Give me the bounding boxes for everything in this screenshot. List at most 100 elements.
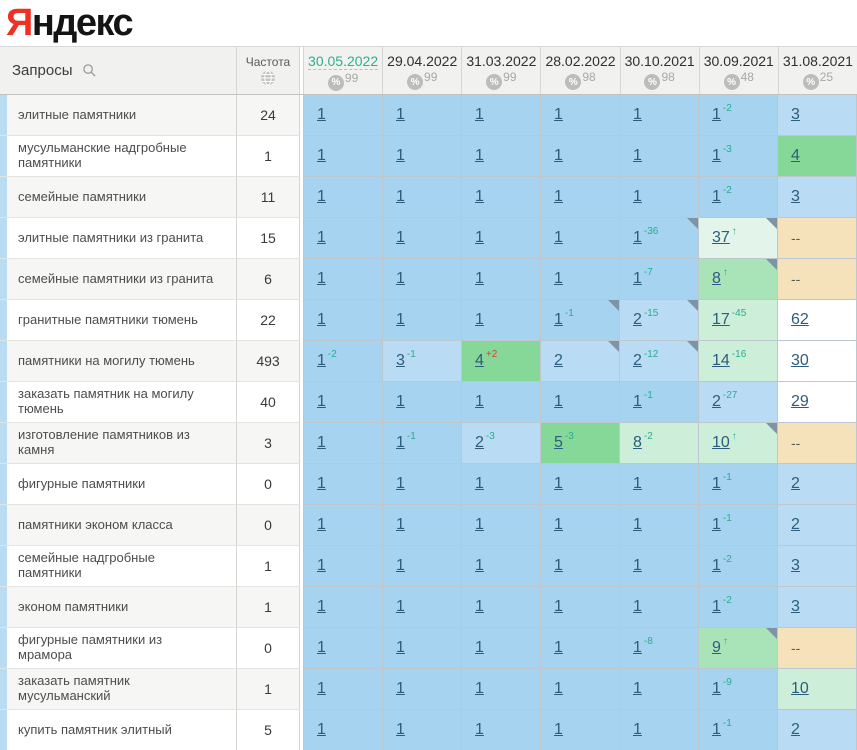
position-link[interactable]: 1 [396, 557, 405, 574]
position-link[interactable]: 8 [633, 434, 642, 451]
position-link[interactable]: 8 [712, 270, 721, 287]
position-link[interactable]: 1 [396, 188, 405, 205]
position-link[interactable]: 3 [396, 352, 405, 369]
position-link[interactable]: 1 [396, 434, 405, 451]
position-link[interactable]: 1 [633, 557, 642, 574]
position-link[interactable]: 1 [633, 106, 642, 123]
position-link[interactable]: 1 [396, 147, 405, 164]
position-link[interactable]: 1 [633, 639, 642, 656]
position-link[interactable]: 1 [317, 393, 326, 410]
position-link[interactable]: 1 [396, 229, 405, 246]
position-link[interactable]: 1 [396, 721, 405, 738]
position-link[interactable]: 1 [317, 475, 326, 492]
position-link[interactable]: 4 [475, 352, 484, 369]
position-link[interactable]: 1 [712, 516, 721, 533]
position-link[interactable]: 2 [554, 352, 563, 369]
position-link[interactable]: 1 [396, 106, 405, 123]
position-link[interactable]: 1 [633, 188, 642, 205]
position-link[interactable]: 1 [475, 188, 484, 205]
position-link[interactable]: 1 [712, 557, 721, 574]
position-link[interactable]: 1 [317, 188, 326, 205]
position-link[interactable]: 1 [712, 475, 721, 492]
position-link[interactable]: 1 [554, 188, 563, 205]
position-link[interactable]: 4 [791, 147, 800, 164]
position-link[interactable]: 1 [712, 188, 721, 205]
position-link[interactable]: 1 [475, 393, 484, 410]
position-link[interactable]: 1 [633, 721, 642, 738]
position-link[interactable]: 29 [791, 393, 809, 410]
position-link[interactable]: 1 [554, 270, 563, 287]
position-link[interactable]: 1 [633, 475, 642, 492]
position-link[interactable]: 1 [633, 680, 642, 697]
date-column-header[interactable]: 31.08.2021% 25 [777, 47, 857, 94]
position-link[interactable]: 1 [317, 311, 326, 328]
position-link[interactable]: 1 [396, 598, 405, 615]
position-link[interactable]: 14 [712, 352, 730, 369]
date-column-header[interactable]: 31.03.2022% 99 [461, 47, 540, 94]
position-link[interactable]: 1 [475, 557, 484, 574]
position-link[interactable]: 1 [475, 106, 484, 123]
position-link[interactable]: 1 [396, 475, 405, 492]
position-link[interactable]: 9 [712, 639, 721, 656]
position-link[interactable]: 1 [396, 393, 405, 410]
position-link[interactable]: 1 [712, 598, 721, 615]
position-link[interactable]: 1 [317, 680, 326, 697]
position-link[interactable]: 2 [791, 721, 800, 738]
position-link[interactable]: 3 [791, 598, 800, 615]
position-link[interactable]: 1 [396, 680, 405, 697]
position-link[interactable]: 3 [791, 106, 800, 123]
position-link[interactable]: 1 [396, 516, 405, 533]
position-link[interactable]: 3 [791, 188, 800, 205]
position-link[interactable]: 1 [554, 106, 563, 123]
position-link[interactable]: 62 [791, 311, 809, 328]
position-link[interactable]: 1 [317, 434, 326, 451]
position-link[interactable]: 1 [317, 516, 326, 533]
position-link[interactable]: 2 [475, 434, 484, 451]
position-link[interactable]: 1 [633, 229, 642, 246]
position-link[interactable]: 2 [633, 352, 642, 369]
position-link[interactable]: 30 [791, 352, 809, 369]
position-link[interactable]: 1 [475, 516, 484, 533]
position-link[interactable]: 1 [396, 270, 405, 287]
date-column-header[interactable]: 28.02.2022% 98 [540, 47, 619, 94]
position-link[interactable]: 2 [633, 311, 642, 328]
position-link[interactable]: 1 [633, 516, 642, 533]
position-link[interactable]: 1 [554, 516, 563, 533]
position-link[interactable]: 1 [554, 147, 563, 164]
position-link[interactable]: 1 [317, 147, 326, 164]
position-link[interactable]: 10 [791, 680, 809, 697]
position-link[interactable]: 1 [317, 721, 326, 738]
position-link[interactable]: 1 [475, 639, 484, 656]
position-link[interactable]: 17 [712, 311, 730, 328]
position-link[interactable]: 1 [317, 557, 326, 574]
search-icon[interactable] [82, 63, 97, 78]
position-link[interactable]: 1 [475, 680, 484, 697]
yandex-logo[interactable]: Яндекс [6, 2, 134, 44]
position-link[interactable]: 3 [791, 557, 800, 574]
position-link[interactable]: 1 [633, 147, 642, 164]
position-link[interactable]: 1 [317, 229, 326, 246]
position-link[interactable]: 1 [475, 598, 484, 615]
date-column-header[interactable]: 29.04.2022% 99 [382, 47, 461, 94]
position-link[interactable]: 1 [475, 475, 484, 492]
position-link[interactable]: 1 [317, 106, 326, 123]
position-link[interactable]: 1 [712, 721, 721, 738]
position-link[interactable]: 1 [317, 639, 326, 656]
date-column-header[interactable]: 30.05.2022% 99 [303, 47, 382, 94]
position-link[interactable]: 1 [554, 557, 563, 574]
position-link[interactable]: 1 [396, 311, 405, 328]
position-link[interactable]: 1 [554, 393, 563, 410]
position-link[interactable]: 2 [712, 393, 721, 410]
position-link[interactable]: 1 [712, 147, 721, 164]
date-column-header[interactable]: 30.09.2021% 48 [698, 47, 778, 94]
position-link[interactable]: 1 [554, 598, 563, 615]
position-link[interactable]: 1 [633, 270, 642, 287]
position-link[interactable]: 1 [475, 229, 484, 246]
position-link[interactable]: 1 [712, 680, 721, 697]
position-link[interactable]: 1 [317, 270, 326, 287]
position-link[interactable]: 2 [791, 475, 800, 492]
position-link[interactable]: 1 [554, 639, 563, 656]
position-link[interactable]: 10 [712, 434, 730, 451]
position-link[interactable]: 1 [475, 311, 484, 328]
position-link[interactable]: 1 [475, 147, 484, 164]
